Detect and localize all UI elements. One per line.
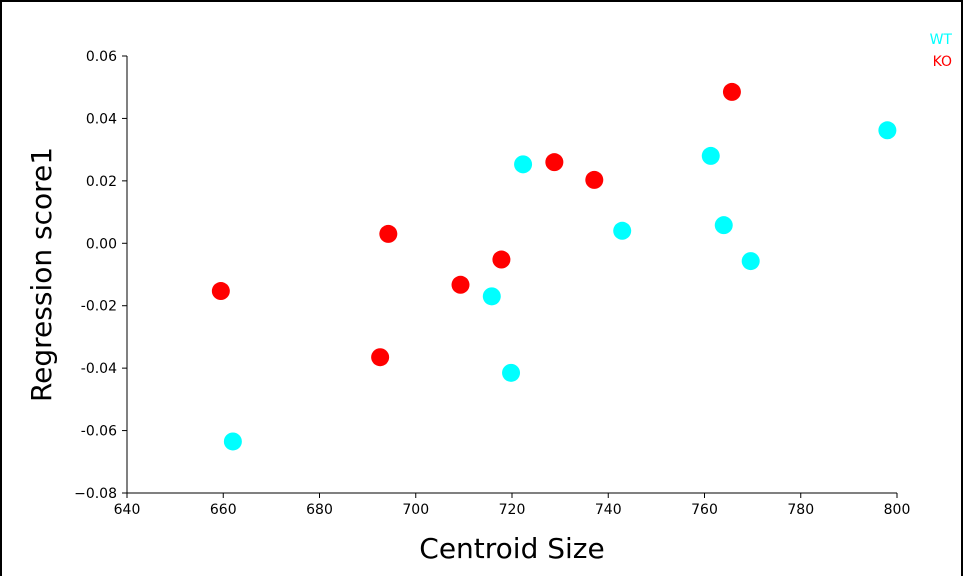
data-point-ko	[585, 170, 604, 189]
data-point-wt	[223, 432, 242, 451]
x-tick-label: 800	[884, 502, 911, 518]
y-tick-label: −0.08	[74, 486, 117, 502]
legend: WT KO	[930, 32, 953, 70]
data-point-ko	[545, 153, 564, 172]
y-tick-label: -0.06	[81, 424, 117, 440]
axes: −0.08 -0.06 -0.04 -0.02 0.00 0.02 0.04 0.06 640 6…	[74, 49, 910, 518]
y-tick-label: -0.02	[81, 299, 117, 315]
y-tick-label: 0.04	[86, 111, 117, 127]
data-point-ko	[722, 82, 741, 101]
legend-entry-wt: WT	[930, 32, 953, 48]
legend-entry-ko: KO	[933, 54, 952, 70]
data-point-ko	[379, 224, 398, 243]
y-tick-label: 0.02	[86, 174, 117, 190]
x-tick-label: 660	[210, 502, 237, 518]
data-point-wt	[502, 363, 521, 382]
data-point-wt	[701, 146, 720, 165]
data-point-ko	[451, 275, 470, 294]
x-tick-label: 640	[114, 502, 141, 518]
x-tick-label: 780	[787, 502, 814, 518]
data-points	[211, 82, 897, 451]
x-tick-label: 720	[499, 502, 526, 518]
y-tick-label: 0.00	[86, 236, 117, 252]
data-point-wt	[741, 252, 760, 271]
x-axis-title: Centroid Size	[419, 532, 604, 565]
data-point-ko	[371, 348, 390, 367]
data-point-wt	[514, 155, 533, 174]
data-point-wt	[613, 221, 632, 240]
x-tick-label: 740	[595, 502, 622, 518]
y-tick-label: -0.04	[81, 361, 117, 377]
data-point-wt	[482, 287, 501, 306]
data-point-wt	[878, 121, 897, 140]
y-axis-title: Regression score1	[25, 147, 58, 402]
x-tick-label: 700	[402, 502, 429, 518]
x-tick-label: 680	[306, 502, 333, 518]
y-tick-label: 0.06	[86, 49, 117, 65]
data-point-ko	[492, 250, 511, 269]
data-point-ko	[211, 282, 230, 301]
x-tick-label: 760	[691, 502, 718, 518]
data-point-wt	[714, 216, 733, 235]
